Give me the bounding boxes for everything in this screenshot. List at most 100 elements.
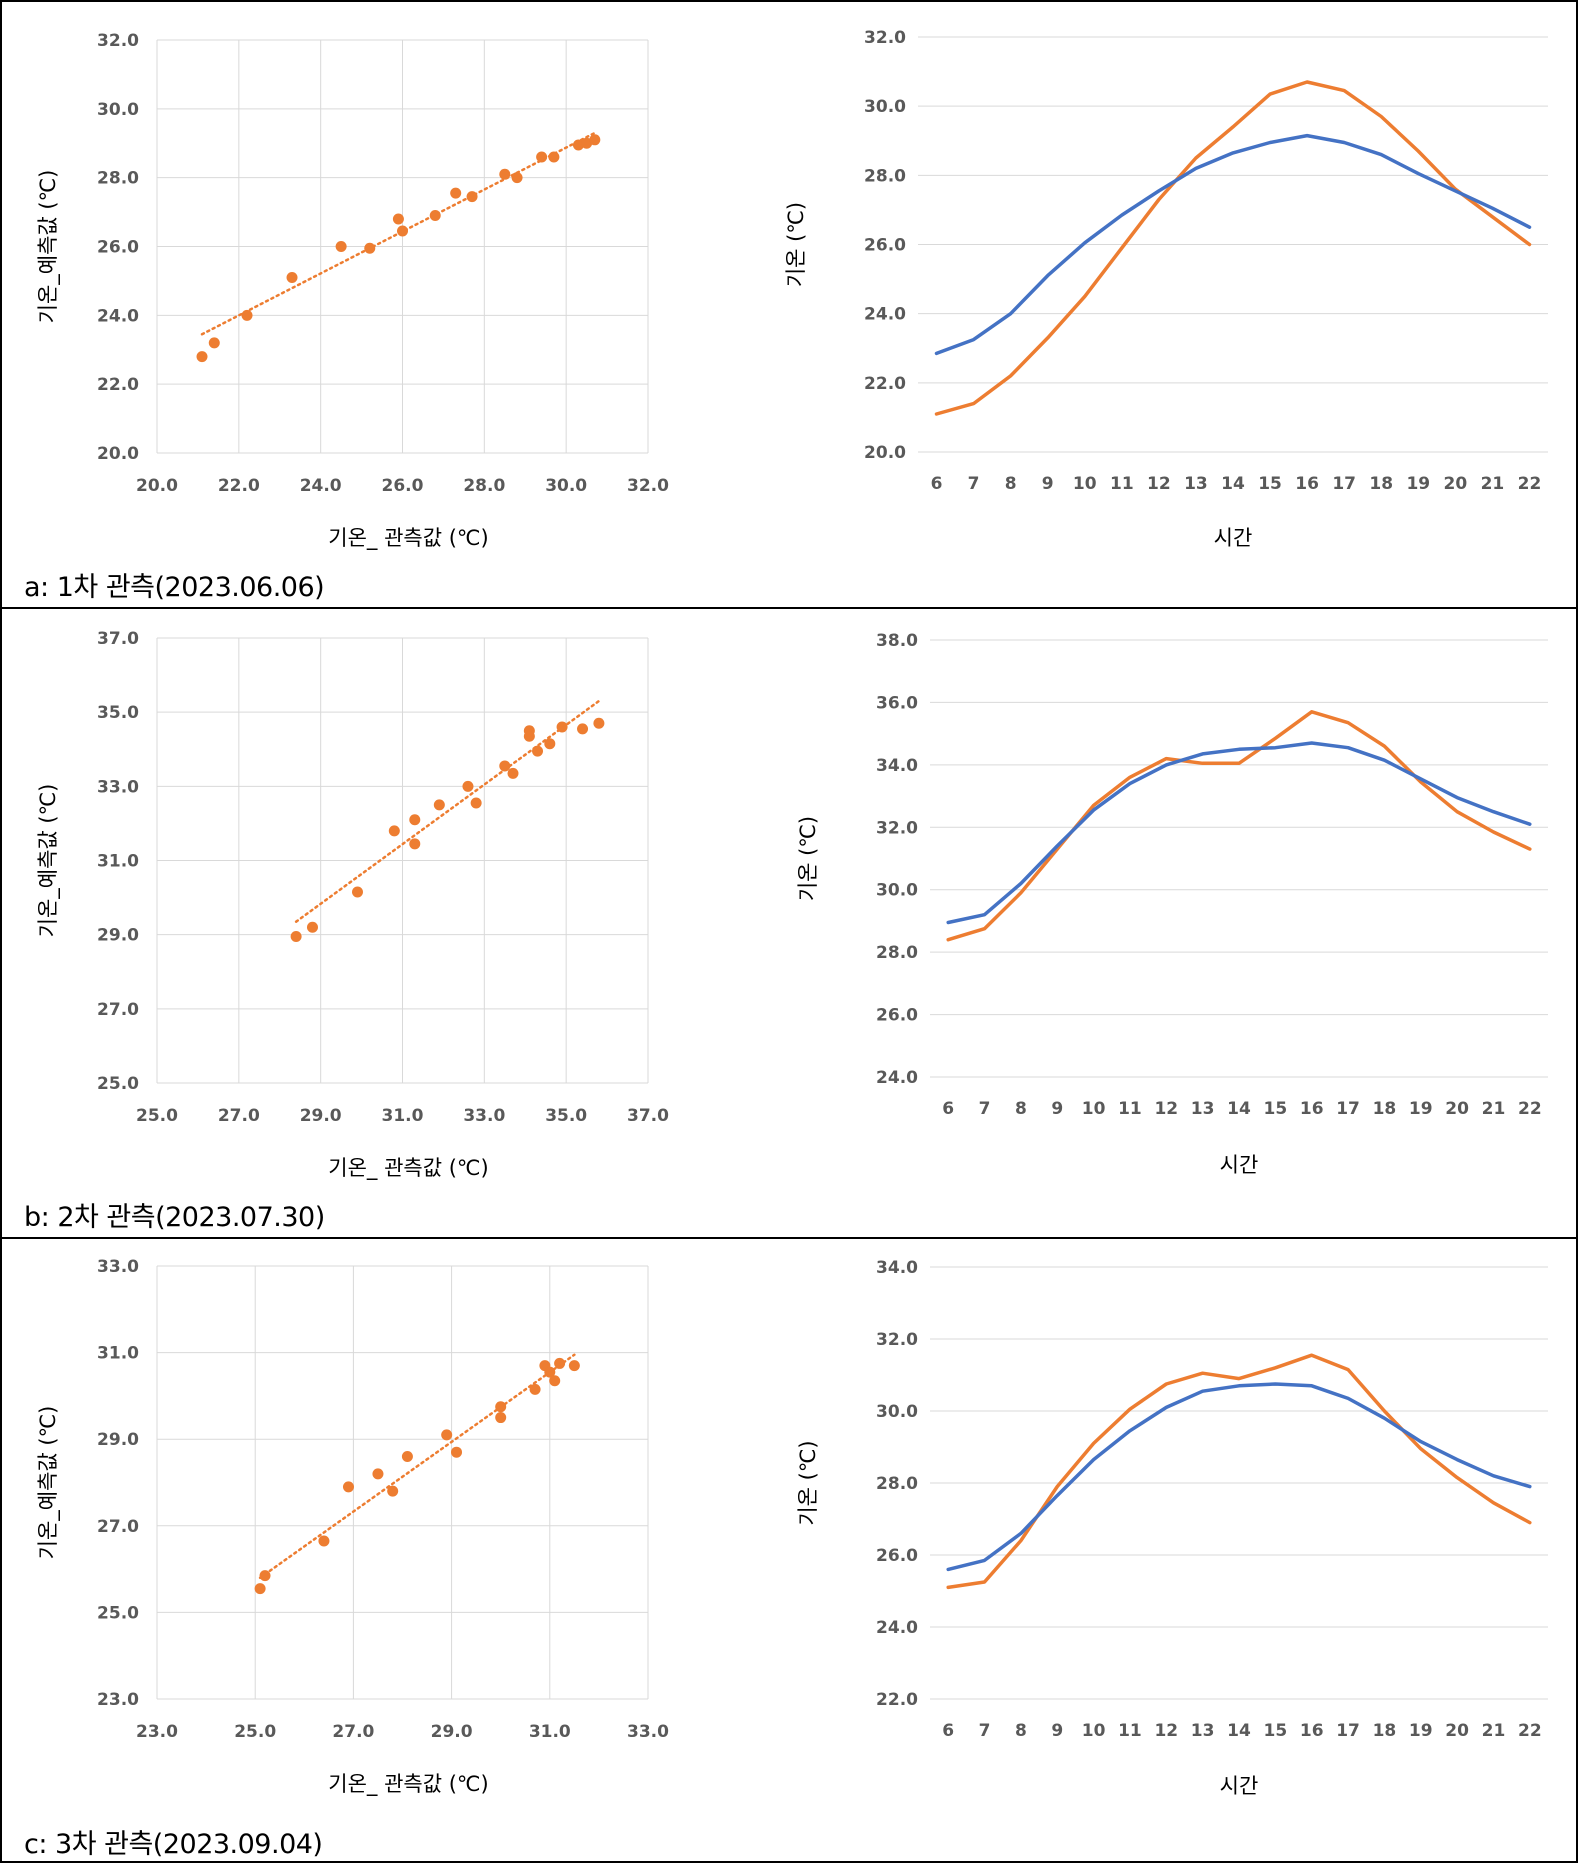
chart-a-line-xtick-label: 18 bbox=[1369, 474, 1393, 494]
chart-b-line-ytick-label: 26.0 bbox=[876, 1006, 918, 1026]
chart-c-line-xtick-label: 13 bbox=[1191, 1721, 1215, 1741]
chart-a-line-series-observed-line bbox=[934, 80, 1532, 416]
chart-b-line-xtick-label: 22 bbox=[1518, 1099, 1542, 1119]
chart-c-line-xlabel: 시간 bbox=[1220, 1774, 1259, 1798]
chart-a-scatter-xlabel: 기온_ 관측값 (℃) bbox=[328, 526, 488, 551]
chart-b-line-xtick-label: 8 bbox=[1015, 1099, 1027, 1119]
charts-layer: 20.0 22.0 24.0 26.0 28.0 30.0 32.0 20.0 22.0 24.0… bbox=[36, 28, 1548, 1798]
chart-b-line-ytick-label: 30.0 bbox=[876, 881, 918, 901]
caption-panel-b: b: 2차 관측(2023.07.30) bbox=[24, 1202, 325, 1233]
chart-a-scatter-point bbox=[335, 241, 347, 252]
chart-a-scatter-point bbox=[499, 168, 511, 180]
chart-c-scatter-xtick-label: 29.0 bbox=[431, 1722, 473, 1742]
chart-a-scatter-point bbox=[536, 151, 548, 163]
chart-a-line-ytick-label: 32.0 bbox=[864, 28, 906, 48]
chart-a-line-xtick-label: 11 bbox=[1110, 474, 1134, 494]
chart-c-line-xtick-label: 8 bbox=[1015, 1721, 1027, 1741]
chart-c-scatter-point bbox=[401, 1451, 413, 1463]
chart-c-scatter-point bbox=[568, 1360, 580, 1372]
chart-b-scatter-xtick-label: 25.0 bbox=[136, 1106, 178, 1126]
chart-a-scatter-point bbox=[572, 139, 584, 151]
chart-b-scatter-point bbox=[523, 730, 535, 742]
chart-a-scatter-xtick-label: 22.0 bbox=[218, 476, 260, 496]
chart-c-line-xtick-label: 11 bbox=[1118, 1721, 1142, 1741]
chart-a-line-xtick-label: 6 bbox=[931, 474, 943, 494]
chart-b-scatter-xtick-label: 31.0 bbox=[382, 1106, 424, 1126]
chart-c-line-series-predicted-line bbox=[946, 1382, 1532, 1572]
chart-a-line-xtick-label: 14 bbox=[1221, 474, 1245, 494]
chart-b-scatter-ytick-label: 29.0 bbox=[97, 926, 139, 946]
chart-b-scatter-point bbox=[433, 799, 445, 811]
chart-c-line-xtick-label: 21 bbox=[1482, 1721, 1506, 1741]
chart-c-line-xtick-label: 19 bbox=[1409, 1721, 1433, 1741]
chart-a-scatter-xtick-label: 26.0 bbox=[382, 476, 424, 496]
chart-b-scatter-point bbox=[499, 760, 511, 772]
chart-c-scatter-ytick-label: 25.0 bbox=[97, 1603, 139, 1623]
chart-b-scatter-trendline bbox=[294, 699, 601, 923]
chart-c-line-xtick-label: 6 bbox=[942, 1721, 954, 1741]
chart-a-line-ytick-label: 30.0 bbox=[864, 97, 906, 117]
chart-a-scatter-point bbox=[466, 191, 478, 203]
chart-b-scatter-ytick-label: 25.0 bbox=[97, 1074, 139, 1094]
chart-c-line-ytick-label: 28.0 bbox=[876, 1474, 918, 1494]
chart-c-scatter-point bbox=[451, 1446, 463, 1458]
chart-c-scatter-ytick-label: 27.0 bbox=[97, 1517, 139, 1537]
chart-a-scatter-xtick-label: 28.0 bbox=[463, 476, 505, 496]
chart-b-line-xtick-label: 20 bbox=[1445, 1099, 1469, 1119]
chart-a-line-ytick-label: 28.0 bbox=[864, 166, 906, 186]
chart-c-line-ytick-label: 32.0 bbox=[876, 1330, 918, 1350]
chart-b-line-ytick-label: 24.0 bbox=[876, 1068, 918, 1088]
chart-b-line-xtick-label: 17 bbox=[1336, 1099, 1360, 1119]
chart-b-line-xtick-label: 21 bbox=[1482, 1099, 1506, 1119]
chart-c-line-xtick-label: 9 bbox=[1051, 1721, 1063, 1741]
chart-b-line-series-predicted-line bbox=[946, 741, 1532, 925]
chart-b-scatter-ytick-label: 37.0 bbox=[97, 629, 139, 649]
chart-b-line-xtick-label: 18 bbox=[1373, 1099, 1397, 1119]
chart-c-scatter-xlabel: 기온_ 관측값 (℃) bbox=[328, 1772, 488, 1797]
chart-b-scatter-point bbox=[593, 717, 605, 729]
chart-a-line-xtick-label: 9 bbox=[1042, 474, 1054, 494]
chart-a-scatter-xtick-label: 24.0 bbox=[300, 476, 342, 496]
chart-c-scatter-point bbox=[387, 1485, 399, 1497]
chart-b-line-ytick-label: 38.0 bbox=[876, 631, 918, 651]
chart-c-scatter-point bbox=[549, 1375, 561, 1387]
chart-b-scatter-xtick-label: 33.0 bbox=[463, 1106, 505, 1126]
chart-b-line-xtick-label: 15 bbox=[1264, 1099, 1288, 1119]
chart-b-scatter-point bbox=[306, 921, 318, 933]
chart-a-scatter-point bbox=[286, 271, 298, 283]
chart-b-scatter-point bbox=[409, 814, 421, 826]
chart-a-scatter-ylabel: 기온_예측값 (℃) bbox=[36, 170, 61, 324]
chart-b-line-xtick-label: 14 bbox=[1227, 1099, 1251, 1119]
chart-a-line-xtick-label: 21 bbox=[1481, 474, 1505, 494]
chart-a-line-xtick-label: 19 bbox=[1406, 474, 1430, 494]
chart-c-line-ytick-label: 30.0 bbox=[876, 1402, 918, 1422]
chart-c-line-xtick-label: 22 bbox=[1518, 1721, 1542, 1741]
chart-c-scatter-ytick-label: 23.0 bbox=[97, 1690, 139, 1710]
chart-a-line-ytick-label: 24.0 bbox=[864, 305, 906, 325]
caption-panel-a: a: 1차 관측(2023.06.06) bbox=[24, 572, 325, 603]
chart-c-scatter-point bbox=[529, 1383, 541, 1395]
chart-b-line-xlabel: 시간 bbox=[1220, 1153, 1259, 1177]
chart-b-line-series-observed-line bbox=[946, 710, 1532, 942]
chart-c-scatter-point bbox=[342, 1481, 354, 1493]
chart-c-scatter-xtick-label: 31.0 bbox=[529, 1722, 571, 1742]
chart-a-line-series-predicted-line bbox=[934, 133, 1532, 356]
chart-a-line-xtick-label: 17 bbox=[1332, 474, 1356, 494]
chart-b-line-xtick-label: 6 bbox=[942, 1099, 954, 1119]
chart-a-scatter-point bbox=[196, 351, 208, 363]
chart-a-line-xtick-label: 20 bbox=[1444, 474, 1468, 494]
chart-b-scatter-xtick-label: 29.0 bbox=[300, 1106, 342, 1126]
chart-b-scatter-point bbox=[290, 931, 302, 943]
chart-a-scatter-xtick-label: 20.0 bbox=[136, 476, 178, 496]
chart-b-scatter-point bbox=[556, 721, 568, 733]
chart-a-scatter-ytick-label: 26.0 bbox=[97, 238, 139, 258]
chart-b-line-xtick-label: 12 bbox=[1154, 1099, 1178, 1119]
chart-b-scatter-xlabel: 기온_ 관측값 (℃) bbox=[328, 1156, 488, 1181]
chart-b-line-ytick-label: 34.0 bbox=[876, 756, 918, 776]
chart-c-scatter-ytick-label: 29.0 bbox=[97, 1430, 139, 1450]
chart-a-scatter-point bbox=[241, 309, 253, 321]
chart-b-scatter-point bbox=[409, 838, 421, 850]
